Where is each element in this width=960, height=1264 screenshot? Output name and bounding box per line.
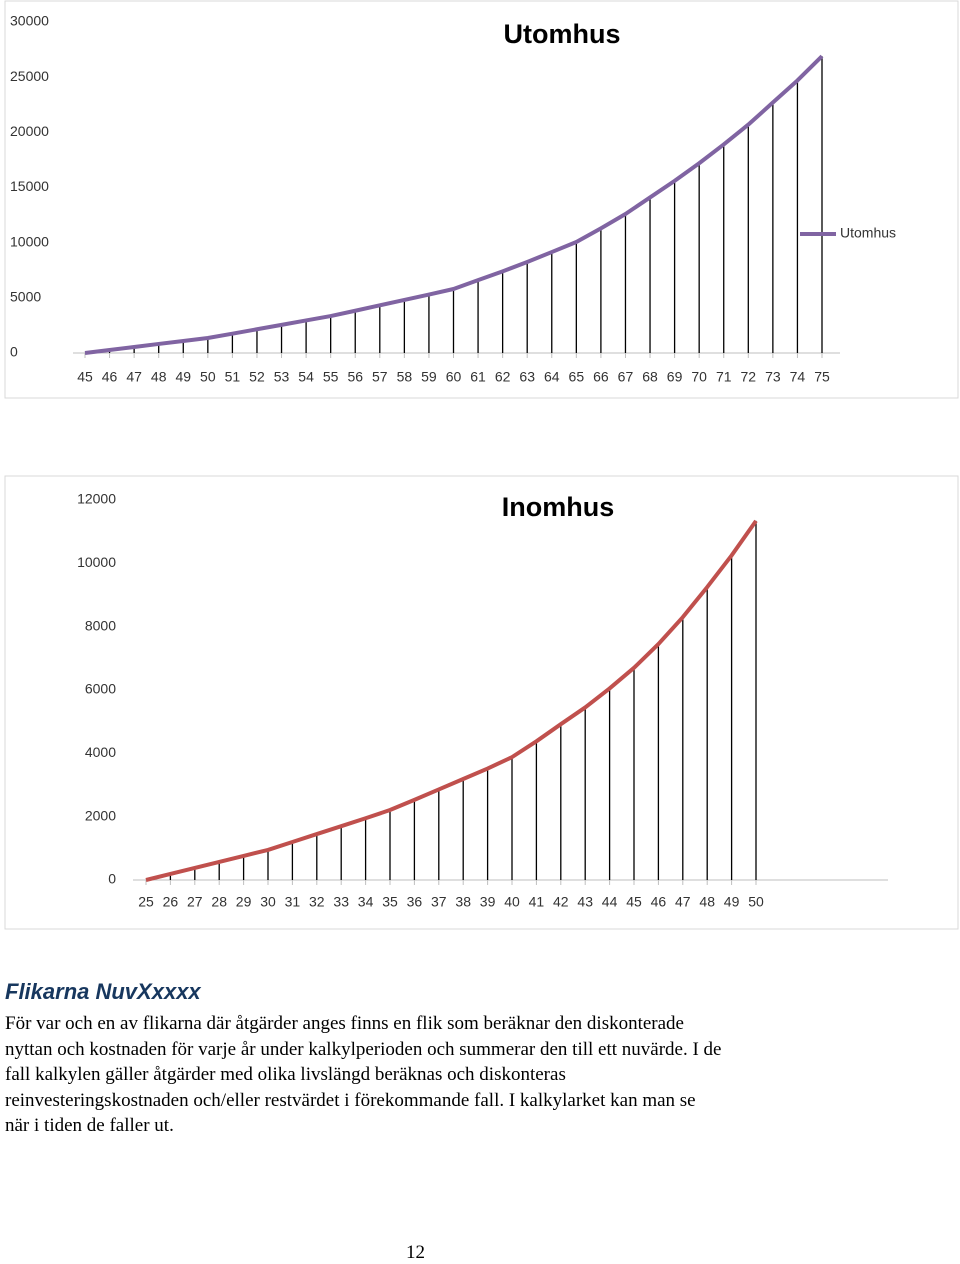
- y-tick-label: 30000: [10, 13, 49, 29]
- x-tick-label: 35: [382, 894, 398, 910]
- x-tick-label: 26: [163, 894, 179, 910]
- x-tick-label: 62: [495, 369, 511, 385]
- x-tick-label: 63: [519, 369, 535, 385]
- x-tick-label: 74: [790, 369, 806, 385]
- x-tick-label: 38: [455, 894, 471, 910]
- y-tick-label: 0: [108, 871, 116, 887]
- y-tick-label: 10000: [77, 554, 116, 570]
- x-tick-label: 47: [675, 894, 691, 910]
- x-tick-label: 48: [699, 894, 715, 910]
- x-tick-label: 58: [397, 369, 413, 385]
- data-line: [145, 519, 758, 882]
- x-tick-label: 43: [577, 894, 593, 910]
- heading: Flikarna NuvXxxxx: [5, 979, 201, 1004]
- x-tick-label: 34: [358, 894, 374, 910]
- x-tick-label: 73: [765, 369, 781, 385]
- y-tick-label: 15000: [10, 178, 49, 194]
- x-tick-label: 36: [407, 894, 423, 910]
- x-tick-label: 51: [225, 369, 241, 385]
- x-tick-label: 50: [748, 894, 764, 910]
- x-tick-label: 57: [372, 369, 388, 385]
- x-tick-label: 60: [446, 369, 462, 385]
- x-tick-label: 29: [236, 894, 252, 910]
- y-tick-label: 2000: [85, 807, 116, 823]
- y-tick-label: 10000: [10, 233, 49, 249]
- y-tick-label: 12000: [77, 491, 116, 507]
- x-tick-label: 56: [347, 369, 363, 385]
- x-tick-label: 64: [544, 369, 560, 385]
- y-tick-label: 20000: [10, 123, 49, 139]
- x-tick-label: 48: [151, 369, 167, 385]
- x-tick-label: 25: [138, 894, 154, 910]
- x-tick-label: 68: [642, 369, 658, 385]
- y-tick-label: 6000: [85, 681, 116, 697]
- x-tick-label: 32: [309, 894, 325, 910]
- x-tick-label: 71: [716, 369, 732, 385]
- x-tick-label: 28: [211, 894, 227, 910]
- paragraph-line: reinvesteringskostnaden och/eller restvä…: [5, 1089, 696, 1111]
- y-tick-label: 5000: [10, 289, 41, 305]
- paragraph-line: fall kalkylen gäller åtgärder med olika …: [5, 1064, 566, 1085]
- x-tick-label: 45: [77, 369, 93, 385]
- x-tick-label: 49: [724, 894, 740, 910]
- x-tick-label: 44: [602, 894, 618, 910]
- chart-title: Inomhus: [502, 492, 615, 522]
- x-tick-label: 46: [102, 369, 118, 385]
- x-tick-label: 42: [553, 894, 569, 910]
- paragraph-line: För var och en av flikarna där åtgärder …: [5, 1013, 684, 1034]
- paragraph: För var och en av flikarna där åtgärder …: [5, 1011, 721, 1139]
- y-tick-label: 8000: [85, 617, 116, 633]
- paragraph-line: nyttan och kostnaden för varje år under …: [5, 1038, 722, 1060]
- chart-frame: [4, 0, 959, 399]
- x-tick-label: 59: [421, 369, 437, 385]
- x-tick-label: 33: [333, 894, 349, 910]
- x-tick-label: 46: [651, 894, 667, 910]
- x-tick-label: 27: [187, 894, 203, 910]
- x-tick-label: 54: [298, 369, 314, 385]
- x-tick-label: 69: [667, 369, 683, 385]
- x-tick-label: 67: [618, 369, 634, 385]
- chart-title: Utomhus: [504, 19, 621, 49]
- x-tick-label: 30: [260, 894, 276, 910]
- x-tick-label: 49: [175, 369, 191, 385]
- x-tick-label: 39: [480, 894, 496, 910]
- y-tick-label: 4000: [85, 744, 116, 760]
- x-tick-label: 50: [200, 369, 216, 385]
- x-tick-label: 66: [593, 369, 609, 385]
- x-tick-label: 70: [691, 369, 707, 385]
- paragraph-line: när i tiden de faller ut.: [5, 1115, 174, 1136]
- x-tick-label: 72: [741, 369, 757, 385]
- x-tick-label: 31: [285, 894, 301, 910]
- x-tick-label: 75: [814, 369, 830, 385]
- data-line: [84, 54, 824, 355]
- x-tick-label: 53: [274, 369, 290, 385]
- page-number: 12: [406, 1242, 425, 1263]
- x-tick-label: 40: [504, 894, 520, 910]
- x-tick-label: 65: [569, 369, 585, 385]
- x-tick-label: 47: [126, 369, 142, 385]
- x-tick-label: 61: [470, 369, 486, 385]
- y-tick-label: 0: [10, 344, 18, 360]
- x-tick-label: 37: [431, 894, 447, 910]
- x-tick-label: 45: [626, 894, 642, 910]
- x-tick-label: 52: [249, 369, 265, 385]
- chart-frame: [4, 475, 959, 930]
- y-tick-label: 25000: [10, 68, 49, 84]
- x-tick-label: 41: [529, 894, 545, 910]
- legend-label: Utomhus: [840, 225, 896, 241]
- x-tick-label: 55: [323, 369, 339, 385]
